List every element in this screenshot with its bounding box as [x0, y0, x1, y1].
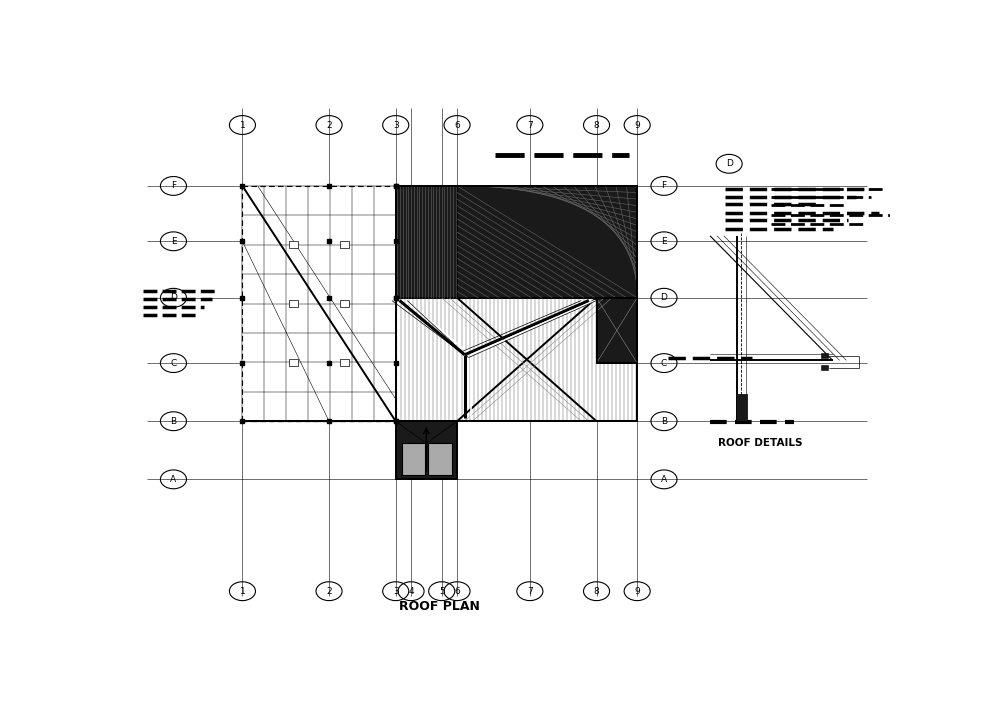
Text: E: E [662, 237, 667, 246]
Text: 7: 7 [527, 121, 533, 129]
Text: 8: 8 [593, 121, 599, 129]
Text: B: B [661, 417, 667, 426]
Bar [289, 242, 298, 248]
Text: 2: 2 [326, 121, 332, 129]
Text: 4: 4 [408, 587, 413, 595]
Bar [821, 353, 828, 358]
Text: 9: 9 [634, 587, 640, 595]
Text: 5: 5 [439, 587, 445, 595]
Bar [396, 298, 637, 421]
Text: A: A [661, 475, 667, 484]
Polygon shape [396, 421, 457, 444]
Bar [242, 186, 396, 421]
Text: 3: 3 [393, 587, 399, 595]
Text: D: D [170, 293, 177, 302]
Bar [396, 186, 457, 298]
Text: A: A [170, 475, 176, 484]
Text: B: B [170, 417, 176, 426]
Text: F: F [171, 181, 176, 191]
Text: 2: 2 [326, 587, 332, 595]
Bar [736, 393, 747, 421]
Bar [340, 359, 349, 366]
Bar [596, 298, 637, 363]
Bar [242, 186, 396, 421]
Bar [289, 301, 298, 307]
Bar [289, 359, 298, 366]
Text: 1: 1 [239, 121, 245, 129]
Text: C: C [170, 359, 177, 367]
Bar [396, 421, 457, 480]
Bar [821, 365, 828, 370]
Bar [428, 443, 452, 475]
Text: D: D [726, 160, 733, 168]
Bar [457, 186, 637, 298]
Text: 1: 1 [239, 587, 245, 595]
Text: ROOF PLAN: ROOF PLAN [400, 600, 481, 613]
Bar [340, 301, 349, 307]
Text: D: D [661, 293, 668, 302]
Text: ROOF DETAILS: ROOF DETAILS [718, 439, 802, 449]
Text: 8: 8 [593, 587, 599, 595]
Text: C: C [661, 359, 668, 367]
Text: F: F [662, 181, 667, 191]
Text: 3: 3 [393, 121, 399, 129]
Text: 9: 9 [634, 121, 640, 129]
Text: 6: 6 [454, 587, 460, 595]
Bar [402, 443, 425, 475]
Text: 6: 6 [454, 121, 460, 129]
Text: 7: 7 [527, 587, 533, 595]
Bar [340, 242, 349, 248]
Text: E: E [171, 237, 176, 246]
